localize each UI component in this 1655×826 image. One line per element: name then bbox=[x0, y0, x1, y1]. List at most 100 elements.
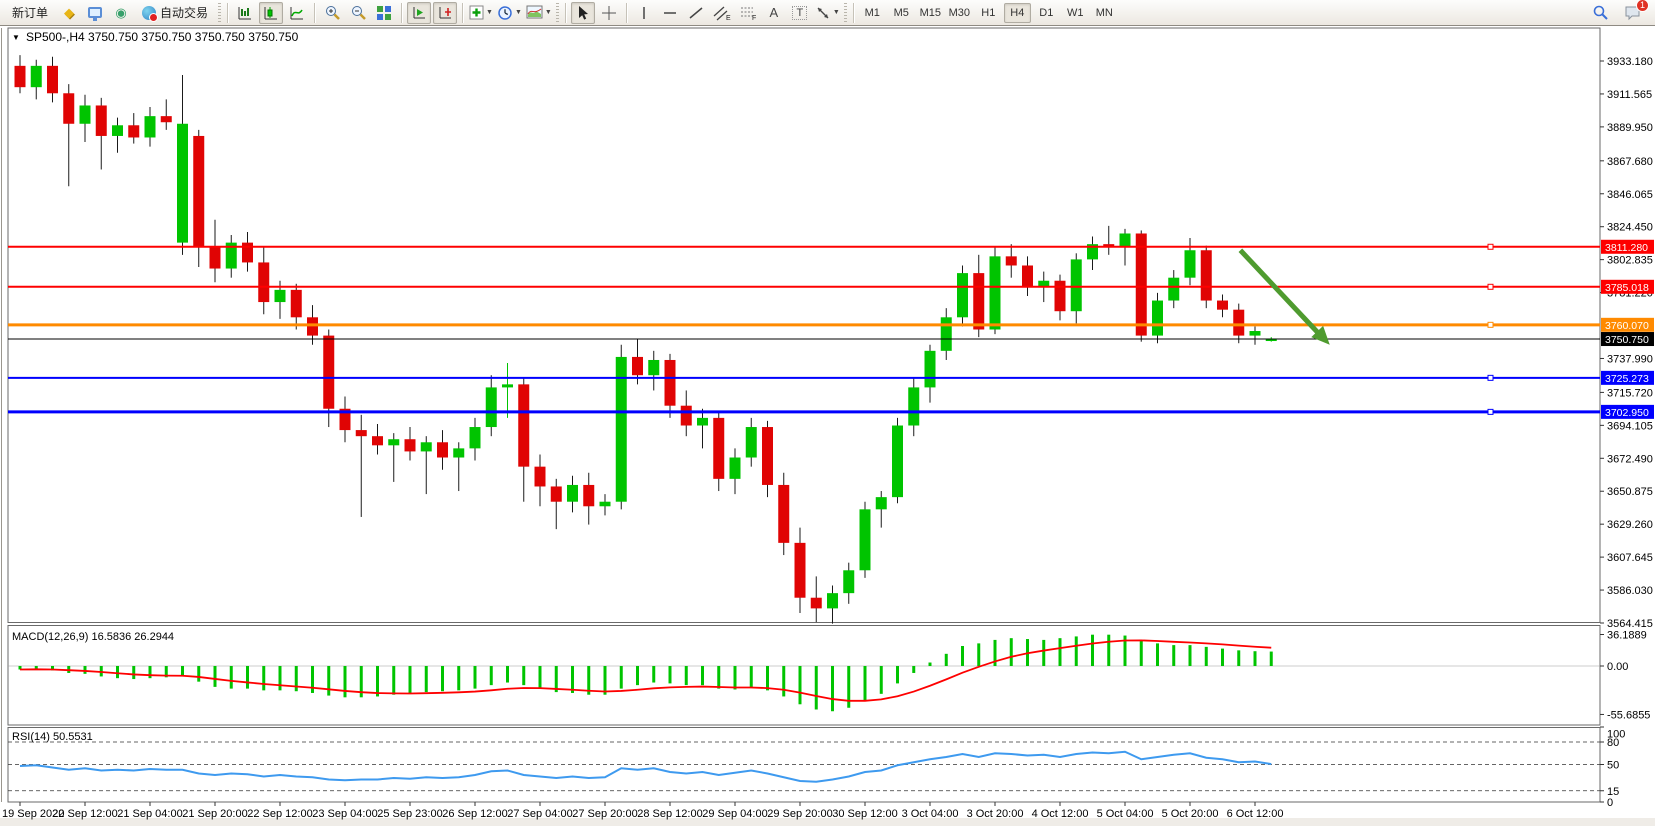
clock-icon bbox=[498, 5, 512, 20]
zoom-in-button[interactable] bbox=[320, 2, 344, 24]
svg-text:3650.875: 3650.875 bbox=[1607, 486, 1653, 498]
svg-text:3911.565: 3911.565 bbox=[1607, 89, 1652, 101]
add-indicator-button[interactable]: ▼ bbox=[468, 2, 494, 24]
search-icon bbox=[1593, 5, 1608, 20]
cursor-icon bbox=[578, 5, 588, 20]
svg-text:6 Oct 12:00: 6 Oct 12:00 bbox=[1227, 808, 1284, 820]
gold-ingot-icon[interactable]: ◆ bbox=[64, 4, 75, 20]
signals-icon[interactable]: ◉ bbox=[115, 4, 127, 20]
timeframe-d1[interactable]: D1 bbox=[1039, 6, 1054, 19]
dropdown-caret: ▼ bbox=[486, 9, 493, 16]
macd-indicator: 36.1889 0.00 -55.6855 MACD(12,26,9) 16.5836… bbox=[8, 630, 1650, 721]
market-watch-icon[interactable] bbox=[83, 2, 107, 24]
timeframe-m5[interactable]: M5 bbox=[893, 6, 909, 19]
dropdown-caret: ▼ bbox=[832, 9, 840, 16]
new-order-button[interactable]: 新订单 bbox=[12, 6, 49, 20]
auto-scroll-button[interactable] bbox=[407, 1, 432, 24]
candles bbox=[14, 55, 1277, 624]
text-label-button[interactable]: T bbox=[788, 2, 812, 24]
timeframe-w1[interactable]: W1 bbox=[1067, 6, 1084, 19]
rsi-line bbox=[19, 750, 1272, 783]
svg-text:3846.065: 3846.065 bbox=[1607, 189, 1653, 201]
chart-canvas[interactable]: 3933.180 3911.565 3889.950 3867.680 3846.065… bbox=[0, 26, 1655, 826]
svg-text:3824.450: 3824.450 bbox=[1607, 222, 1653, 234]
macd-label: MACD(12,26,9) 16.5836 26.2944 bbox=[12, 631, 174, 643]
svg-text:27 Sep 20:00: 27 Sep 20:00 bbox=[572, 808, 637, 820]
periods-clock-button[interactable]: ▼ bbox=[496, 2, 523, 24]
svg-text:3629.260: 3629.260 bbox=[1607, 519, 1653, 531]
chart-shift-button[interactable] bbox=[433, 1, 458, 24]
svg-text:21 Sep 04:00: 21 Sep 04:00 bbox=[117, 808, 182, 820]
arrows-button[interactable]: ▼ bbox=[814, 2, 841, 24]
text-button[interactable]: A bbox=[769, 5, 779, 20]
svg-text:3586.030: 3586.030 bbox=[1607, 585, 1653, 597]
zoom-in-icon bbox=[325, 6, 340, 20]
svg-text:3802.835: 3802.835 bbox=[1607, 255, 1653, 267]
svg-text:3564.415: 3564.415 bbox=[1607, 618, 1653, 630]
candlestick-chart-button[interactable] bbox=[259, 1, 284, 24]
svg-text:20 Sep 12:00: 20 Sep 12:00 bbox=[52, 808, 117, 820]
svg-text:15: 15 bbox=[1607, 786, 1619, 798]
svg-text:100: 100 bbox=[1607, 729, 1625, 741]
auto-trading-button[interactable]: 自动交易 bbox=[135, 2, 215, 24]
equidistant-channel-button[interactable]: E bbox=[710, 2, 734, 24]
svg-text:3702.950: 3702.950 bbox=[1605, 407, 1649, 419]
fibonacci-button[interactable]: F bbox=[736, 2, 760, 24]
trendline-button[interactable] bbox=[684, 2, 708, 24]
crosshair-icon bbox=[601, 5, 616, 20]
svg-text:3867.680: 3867.680 bbox=[1607, 156, 1653, 168]
svg-text:29 Sep 20:00: 29 Sep 20:00 bbox=[767, 808, 832, 820]
cursor-button[interactable] bbox=[570, 1, 595, 24]
candlestick-icon bbox=[264, 6, 278, 19]
arrows-icon bbox=[817, 7, 829, 18]
line-chart-button[interactable] bbox=[285, 2, 309, 24]
svg-text:30 Sep 12:00: 30 Sep 12:00 bbox=[832, 808, 897, 820]
tile-windows-button[interactable] bbox=[372, 2, 396, 24]
line-chart-icon bbox=[290, 6, 304, 19]
vertical-line-icon bbox=[643, 6, 645, 19]
rsi-label: RSI(14) 50.5531 bbox=[12, 731, 93, 743]
timeframe-mn[interactable]: MN bbox=[1095, 6, 1113, 19]
timeframe-m30[interactable]: M30 bbox=[948, 6, 970, 19]
zoom-out-button[interactable] bbox=[346, 2, 370, 24]
svg-text:3725.273: 3725.273 bbox=[1605, 373, 1649, 385]
svg-text:4 Oct 12:00: 4 Oct 12:00 bbox=[1032, 808, 1089, 820]
svg-text:22 Sep 12:00: 22 Sep 12:00 bbox=[247, 808, 312, 820]
svg-text:26 Sep 12:00: 26 Sep 12:00 bbox=[442, 808, 507, 820]
trend-arrow[interactable] bbox=[1238, 248, 1330, 345]
bar-chart-button[interactable] bbox=[233, 2, 257, 24]
horizontal-line-button[interactable] bbox=[658, 2, 682, 24]
macd-signal-line bbox=[19, 639, 1272, 702]
equidistant-channel-icon: E bbox=[713, 6, 731, 21]
search-button[interactable] bbox=[1588, 2, 1612, 24]
svg-text:3715.720: 3715.720 bbox=[1607, 387, 1653, 399]
svg-text:80: 80 bbox=[1607, 737, 1619, 749]
crosshair-button[interactable] bbox=[597, 2, 621, 24]
svg-text:3750.750: 3750.750 bbox=[1605, 334, 1649, 346]
price-axis: 3933.180 3911.565 3889.950 3867.680 3846.065… bbox=[1600, 56, 1653, 630]
timeframe-h1[interactable]: H1 bbox=[981, 6, 996, 19]
svg-text:E: E bbox=[726, 15, 731, 21]
timeframe-m15[interactable]: M15 bbox=[919, 6, 941, 19]
svg-text:19 Sep 2022: 19 Sep 2022 bbox=[2, 808, 64, 820]
templates-icon bbox=[526, 5, 543, 19]
svg-text:5 Oct 20:00: 5 Oct 20:00 bbox=[1162, 808, 1219, 820]
chart-title: ▼ SP500-,H4 3750.750 3750.750 3750.750 37… bbox=[12, 30, 299, 44]
chat-button[interactable]: 1 bbox=[1620, 0, 1649, 24]
svg-text:5 Oct 04:00: 5 Oct 04:00 bbox=[1097, 808, 1154, 820]
vertical-line-button[interactable] bbox=[632, 2, 656, 24]
timeframe-h4[interactable]: H4 bbox=[1003, 2, 1031, 23]
svg-text:3 Oct 04:00: 3 Oct 04:00 bbox=[902, 808, 959, 820]
horizontal-lines[interactable] bbox=[8, 243, 1600, 415]
svg-text:3811.280: 3811.280 bbox=[1605, 242, 1648, 254]
dropdown-caret: ▼ bbox=[514, 9, 522, 16]
timeframe-m1[interactable]: M1 bbox=[864, 6, 880, 19]
templates-button[interactable]: ▼ bbox=[525, 2, 553, 24]
svg-text:-55.6855: -55.6855 bbox=[1607, 709, 1650, 721]
svg-text:50: 50 bbox=[1607, 760, 1619, 772]
horizontal-line-icon bbox=[663, 11, 676, 14]
svg-text:3607.645: 3607.645 bbox=[1607, 552, 1653, 564]
